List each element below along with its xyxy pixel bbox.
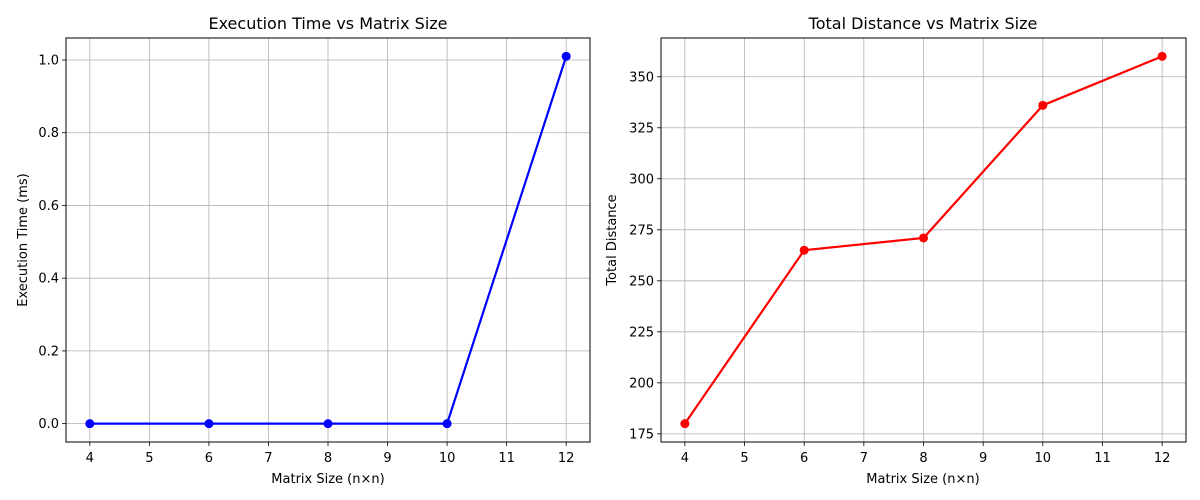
- x-tick-label: 5: [145, 451, 153, 466]
- y-tick-label: 350: [629, 70, 654, 85]
- y-tick-label: 0.2: [38, 344, 59, 359]
- grid: [661, 38, 1186, 442]
- data-point: [1038, 100, 1048, 110]
- y-axis-label: Execution Time (ms): [16, 173, 31, 306]
- chart-total-distance: Total Distance vs Matrix Size 4 5 6 7 8 9 10 11…: [605, 14, 1187, 487]
- data-point: [680, 419, 690, 429]
- y-tick-label: 325: [629, 121, 654, 136]
- x-tick-label: 11: [498, 451, 515, 466]
- y-axis-label: Total Distance: [605, 194, 620, 286]
- data-point: [919, 233, 928, 243]
- data-point: [1157, 51, 1167, 61]
- y-tick-label: 0.0: [38, 417, 59, 432]
- y-tick-label: 0.4: [38, 272, 59, 287]
- y-tick-label: 1.0: [38, 54, 59, 69]
- x-tick-label: 7: [264, 451, 272, 466]
- x-tick-label: 12: [1154, 451, 1171, 466]
- y-tick-label: 200: [629, 376, 654, 391]
- x-axis-label: Matrix Size (n×n): [866, 472, 979, 487]
- x-tick-label: 5: [740, 451, 748, 466]
- chart-execution-time: Execution Time vs Matrix Size 4 5 6 7 8 9 10 11…: [16, 14, 591, 487]
- y-tick-label: 175: [629, 427, 654, 442]
- series-layer: [85, 51, 571, 429]
- x-tick-label: 10: [1035, 451, 1052, 466]
- y-tick-label: 275: [629, 223, 654, 238]
- x-axis-label: Matrix Size (n×n): [271, 472, 384, 487]
- x-tick-label: 9: [979, 451, 987, 466]
- x-tick-label: 12: [558, 451, 575, 466]
- data-point: [799, 245, 809, 255]
- chart-title: Execution Time vs Matrix Size: [208, 14, 447, 33]
- y-tick-label: 300: [629, 172, 654, 187]
- x-tick-label: 11: [1094, 451, 1111, 466]
- data-point: [561, 51, 571, 61]
- data-point: [204, 419, 214, 429]
- data-point: [85, 419, 95, 429]
- y-tick-label: 250: [629, 274, 654, 289]
- x-tick-label: 4: [681, 451, 689, 466]
- data-point: [323, 419, 333, 429]
- x-tick-label: 7: [860, 451, 868, 466]
- chart-title: Total Distance vs Matrix Size: [808, 14, 1038, 33]
- x-tick-label: 9: [383, 451, 391, 466]
- ticks: 4 5 6 7 8 9 10 11 12 175 200 225 250 275 300 325 350: [629, 70, 1170, 466]
- ticks: 4 5 6 7 8 9 10 11 12 0.0 0.2 0.4 0.6 0.8 1.0: [38, 54, 574, 467]
- x-tick-label: 8: [919, 451, 927, 466]
- x-tick-label: 8: [324, 451, 332, 466]
- y-tick-label: 0.8: [38, 126, 59, 141]
- x-tick-label: 6: [205, 451, 213, 466]
- x-tick-label: 10: [439, 451, 456, 466]
- x-tick-label: 4: [86, 451, 94, 466]
- data-point: [442, 419, 452, 429]
- y-tick-label: 225: [629, 325, 654, 340]
- series-layer: [680, 51, 1167, 429]
- y-tick-label: 0.6: [38, 199, 59, 214]
- x-tick-label: 6: [800, 451, 808, 466]
